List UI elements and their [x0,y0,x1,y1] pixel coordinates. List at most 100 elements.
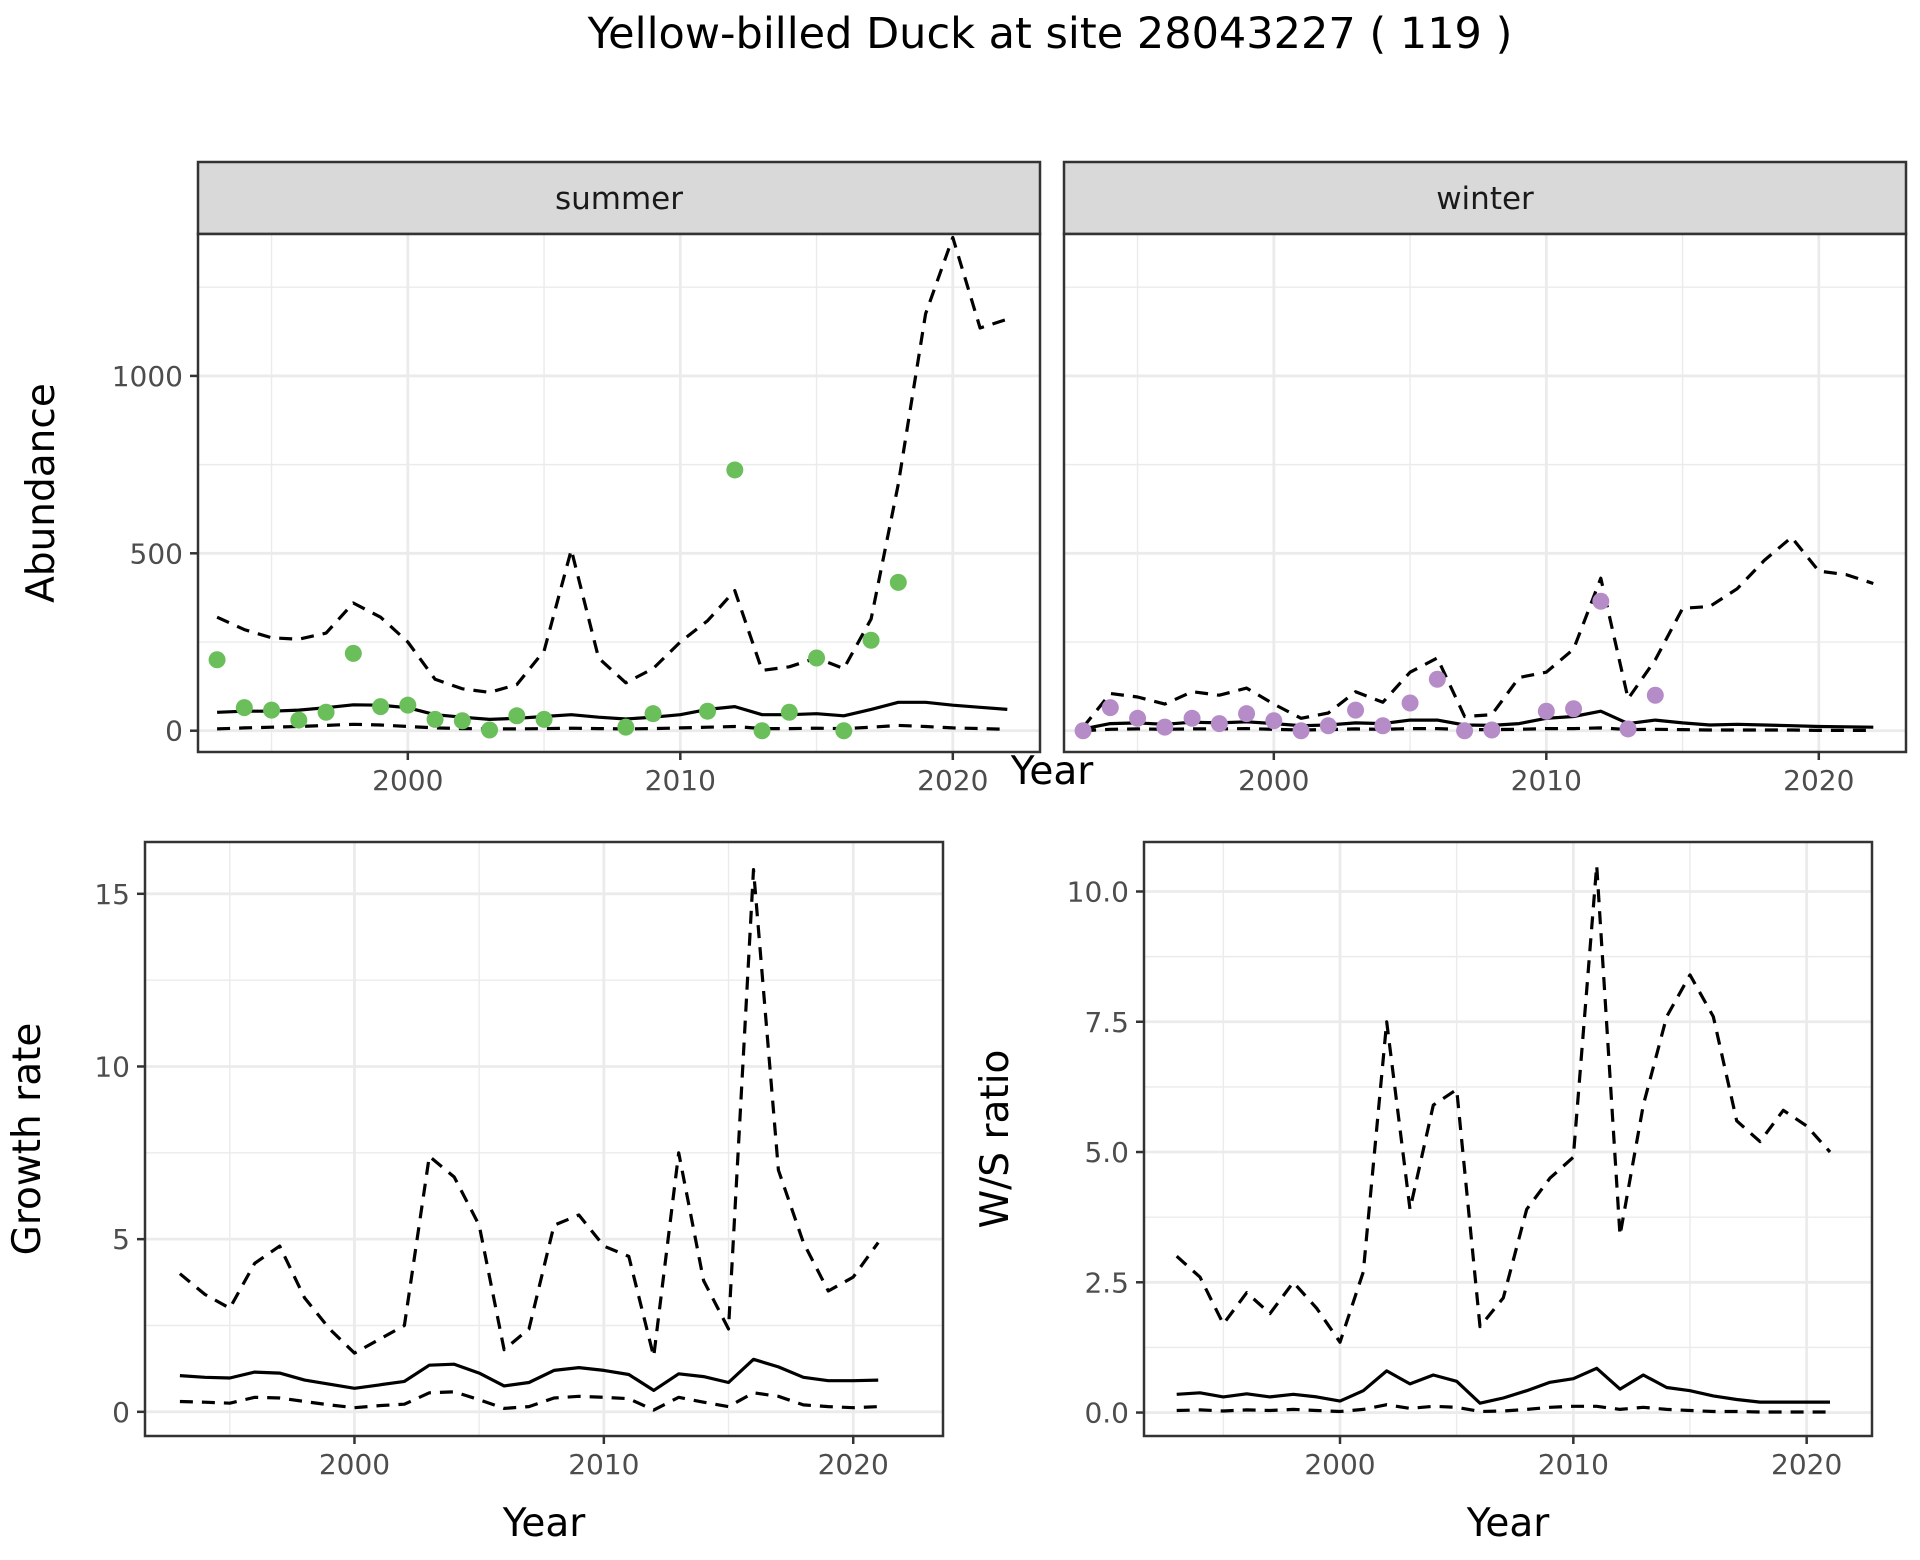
x-axis-title: Year [502,1501,587,1546]
x-tick-label: 2010 [568,1448,639,1481]
data-point [1319,717,1337,735]
data-layer [1175,863,1832,1414]
data-point [1292,722,1310,740]
data-point [426,710,444,728]
x-tick-label: 2020 [1783,764,1854,797]
panel-border [143,840,945,1438]
data-point [372,698,390,716]
panel-growth: 2000 2010 2020 0 5 10 15 Year Growth rate [5,840,945,1546]
y-tick-label: 0.0 [1084,1397,1129,1430]
data-point [862,631,880,649]
data-point [1210,715,1228,733]
data-point [889,573,907,591]
x-tick-label: 2010 [1538,1448,1609,1481]
y-tick-label: 5 [112,1223,130,1256]
data-point [1565,700,1583,718]
y-tick-label: 500 [130,537,183,570]
panel-background [145,842,943,1436]
data-point [617,718,635,736]
data-point [535,710,553,728]
panel-summer: summer 2000 2010 2020 0 500 1000 Abundance [19,160,1042,797]
panel-background [1064,234,1906,752]
x-tick-label: 2000 [1304,1448,1375,1481]
data-point [290,711,308,729]
x-tick-label: 2010 [1511,764,1582,797]
data-point [235,699,253,717]
data-point [1238,705,1256,723]
panel-ratio: 2000 2010 2020 0.0 2.5 5.0 7.5 10.0 Year W/S rati… [973,840,1874,1546]
data-point [1401,694,1419,712]
data-point [263,701,281,719]
x-tick-label: 2020 [917,764,988,797]
y-tick-label: 0 [112,1396,130,1429]
data-point [1347,701,1365,719]
data-point [1456,722,1474,740]
data-layer [178,867,880,1412]
series-line-bound [179,1390,879,1412]
panel-border [196,232,1042,754]
panel-border [1062,232,1908,754]
panel-background [1144,842,1872,1436]
data-point [726,461,744,479]
data-point [1265,712,1283,730]
data-point [1183,709,1201,727]
data-point [835,722,853,740]
panel-border [1142,840,1874,1438]
data-point [317,703,335,721]
chart-title: Yellow-billed Duck at site 28043227 ( 11… [587,9,1513,59]
series-line-bound [178,867,880,1359]
y-tick-label: 10 [94,1050,130,1083]
data-point [1483,721,1501,739]
plots-container: summer 2000 2010 2020 0 500 1000 Abundance winte… [5,160,1908,1546]
data-point [1619,720,1637,738]
x-tick-label: 2000 [319,1448,390,1481]
series-line-bound [1081,535,1874,729]
y-axis-title: W/S ratio [973,1050,1018,1229]
data-point [1374,717,1392,735]
y-tick-label: 10.0 [1067,876,1129,909]
data-point [1101,699,1119,717]
y-tick-label: 15 [94,878,130,911]
x-tick-label: 2010 [645,764,716,797]
data-point [399,696,417,714]
x-axis-title: Year [1010,749,1095,794]
panel-winter: winter 2000 2010 2020 Year [1010,160,1908,797]
y-tick-label: 1000 [112,360,183,393]
strip-label-summer: summer [555,181,683,217]
panel-background [198,234,1040,752]
x-axis-title: Year [1466,1501,1551,1546]
x-tick-label: 2000 [1238,764,1309,797]
data-point [344,644,362,662]
data-point [1074,722,1092,740]
data-point [753,722,771,740]
series-line-estimate [217,700,1008,722]
y-axis-title: Growth rate [5,1023,50,1256]
series-line-bound [216,235,1008,695]
data-point [208,651,226,669]
data-point [1428,670,1446,688]
series-line-bound [1175,863,1832,1344]
strip-label-winter: winter [1436,181,1534,217]
data-point [699,702,717,720]
y-tick-label: 2.5 [1084,1266,1129,1299]
series-line-estimate [179,1357,879,1393]
data-layer [1074,535,1874,740]
data-point [453,712,471,730]
series-line-estimate [1176,1366,1830,1405]
x-tick-label: 2000 [372,764,443,797]
y-tick-label: 7.5 [1084,1006,1129,1039]
y-axis-title: Abundance [19,383,64,603]
data-point [1646,686,1664,704]
y-tick-label: 5.0 [1084,1136,1129,1169]
data-point [644,705,662,723]
x-tick-label: 2020 [1771,1448,1842,1481]
data-point [1156,718,1174,736]
x-tick-label: 2020 [818,1448,889,1481]
y-tick-label: 0 [165,715,183,748]
data-point [808,649,826,667]
data-layer [208,235,1008,740]
data-point [508,707,526,725]
strip-summer [196,160,1042,236]
data-point [1537,702,1555,720]
